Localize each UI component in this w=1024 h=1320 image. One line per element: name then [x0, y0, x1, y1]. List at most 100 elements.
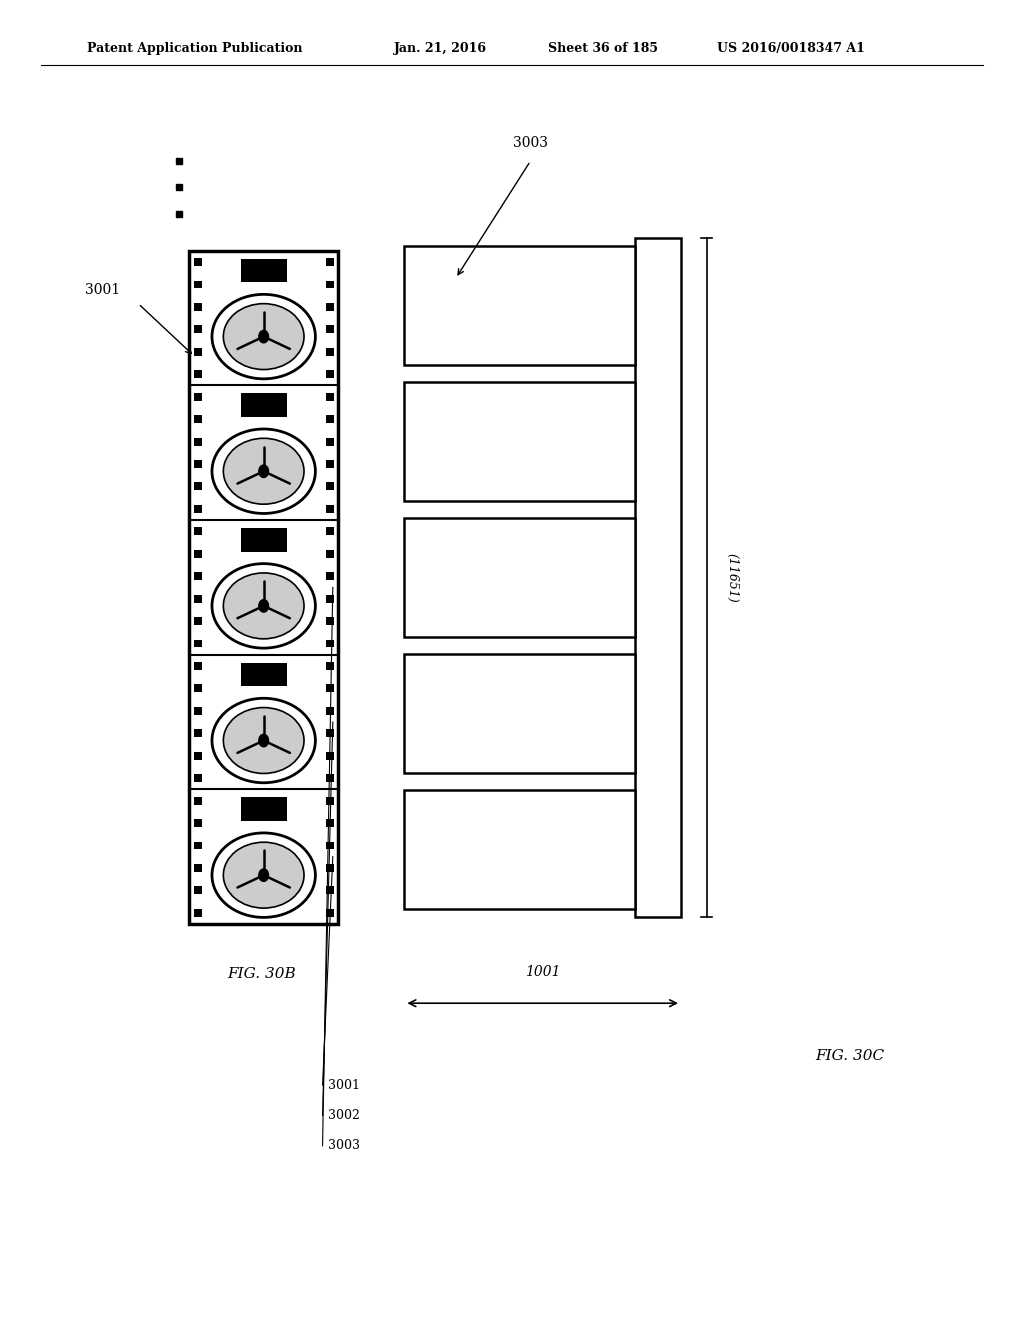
Ellipse shape [223, 708, 304, 774]
Bar [404, 789, 635, 909]
Bar [326, 302, 334, 310]
Text: Patent Application Publication: Patent Application Publication [87, 42, 302, 55]
Bar [241, 259, 287, 282]
Bar [241, 663, 287, 686]
Bar [326, 573, 334, 581]
Text: 3003: 3003 [328, 1139, 359, 1152]
Text: 3002: 3002 [328, 1109, 359, 1122]
Circle shape [259, 734, 268, 747]
Text: (11651): (11651) [725, 553, 738, 602]
Bar [326, 528, 334, 536]
Bar [404, 653, 635, 774]
Bar [326, 729, 334, 737]
Bar [326, 708, 334, 715]
Bar [326, 370, 334, 378]
Bar [404, 517, 635, 638]
Circle shape [259, 330, 268, 343]
Bar [194, 708, 202, 715]
Bar [326, 887, 334, 895]
Bar [241, 797, 287, 821]
Bar [194, 259, 202, 267]
Ellipse shape [212, 698, 315, 783]
Bar [194, 618, 202, 626]
Bar [194, 640, 202, 648]
Bar [326, 908, 334, 916]
Bar [326, 618, 334, 626]
Bar [326, 416, 334, 422]
Ellipse shape [223, 438, 304, 504]
Bar [194, 752, 202, 759]
Bar [194, 594, 202, 602]
Bar [194, 438, 202, 446]
Bar [326, 842, 334, 850]
Circle shape [259, 465, 268, 478]
Bar [194, 281, 202, 289]
Bar [326, 774, 334, 781]
Bar [194, 573, 202, 581]
Bar [326, 483, 334, 491]
Bar [326, 797, 334, 805]
Bar [326, 504, 334, 512]
Bar [189, 251, 338, 924]
Bar [326, 259, 334, 267]
Bar [326, 865, 334, 873]
Text: US 2016/0018347 A1: US 2016/0018347 A1 [717, 42, 864, 55]
Bar [194, 797, 202, 805]
Text: 3001: 3001 [328, 1078, 359, 1092]
Text: Jan. 21, 2016: Jan. 21, 2016 [394, 42, 487, 55]
Bar [194, 908, 202, 916]
Bar [194, 842, 202, 850]
Text: FIG. 30B: FIG. 30B [226, 968, 296, 981]
Ellipse shape [223, 304, 304, 370]
Bar [326, 549, 334, 557]
Bar [194, 370, 202, 378]
Text: Sheet 36 of 185: Sheet 36 of 185 [548, 42, 657, 55]
Bar [326, 326, 334, 334]
Bar [194, 347, 202, 355]
Bar [326, 347, 334, 355]
Bar [326, 281, 334, 289]
Bar [194, 461, 202, 469]
Ellipse shape [212, 564, 315, 648]
Ellipse shape [223, 842, 304, 908]
Bar [326, 640, 334, 648]
Bar [194, 549, 202, 557]
Bar [241, 393, 287, 417]
Text: 1001: 1001 [525, 965, 560, 979]
Bar [194, 393, 202, 401]
Bar [404, 246, 635, 366]
Bar [404, 381, 635, 502]
Bar [326, 438, 334, 446]
Bar [194, 528, 202, 536]
Bar [194, 684, 202, 692]
Bar [326, 393, 334, 401]
Ellipse shape [223, 573, 304, 639]
Text: 3001: 3001 [85, 284, 120, 297]
Ellipse shape [212, 833, 315, 917]
Bar [194, 504, 202, 512]
Bar [326, 461, 334, 469]
Circle shape [259, 599, 268, 612]
Bar [326, 684, 334, 692]
Bar [194, 818, 202, 826]
Bar [635, 238, 681, 917]
Bar [194, 416, 202, 422]
Bar [194, 302, 202, 310]
Circle shape [259, 869, 268, 882]
Bar [194, 729, 202, 737]
Ellipse shape [212, 429, 315, 513]
Bar [194, 774, 202, 781]
Bar [194, 663, 202, 671]
Bar [194, 326, 202, 334]
Bar [326, 752, 334, 759]
Bar [194, 865, 202, 873]
Ellipse shape [212, 294, 315, 379]
Bar [241, 528, 287, 552]
Bar [326, 818, 334, 826]
Bar [194, 887, 202, 895]
Bar [326, 663, 334, 671]
Bar [194, 483, 202, 491]
Text: 3003: 3003 [513, 136, 548, 149]
Text: FIG. 30C: FIG. 30C [815, 1049, 885, 1063]
Bar [326, 594, 334, 602]
